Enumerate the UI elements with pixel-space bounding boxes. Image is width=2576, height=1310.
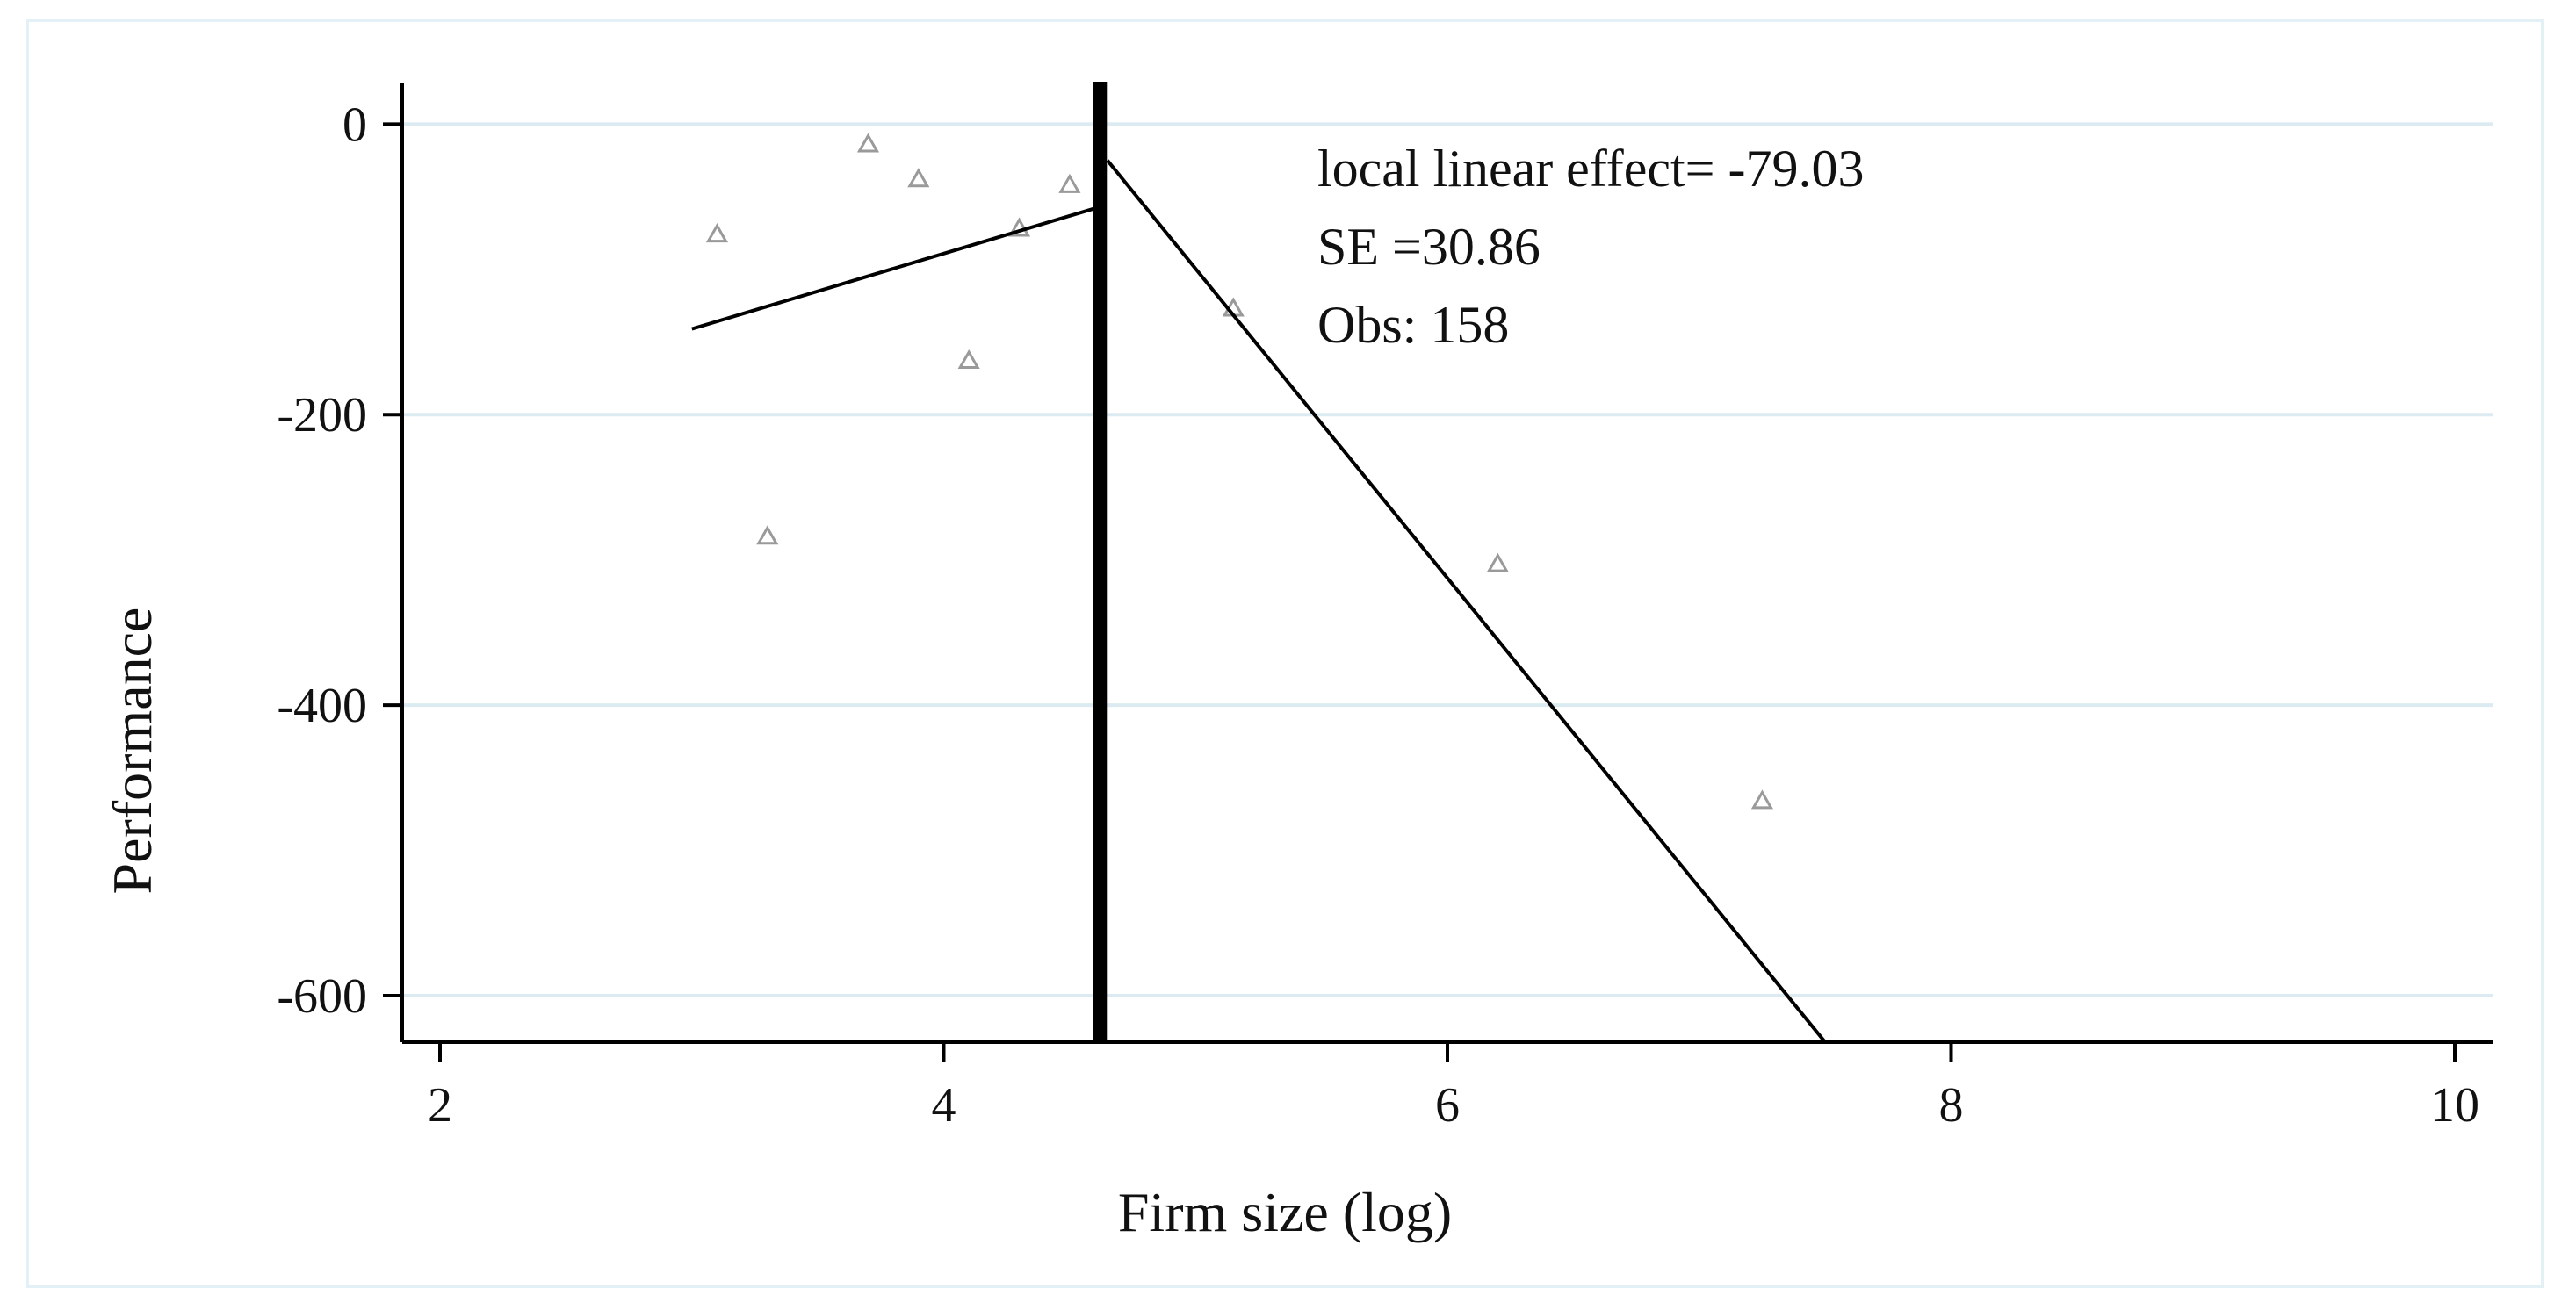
x-tick-label: 4 [932, 1078, 956, 1133]
y-tick-label: -400 [277, 679, 367, 733]
scatter-point [957, 349, 980, 370]
scatter-point [1486, 552, 1509, 572]
y-axis-title: Performance [101, 608, 163, 895]
fit-lines [691, 159, 1827, 1044]
y-tick-label: 0 [343, 97, 367, 152]
fit-line [1106, 159, 1827, 1044]
scatter-point [856, 133, 880, 153]
y-tick-label: -200 [277, 388, 367, 443]
x-tick-label: 8 [1938, 1078, 1963, 1133]
annotation-text: local linear effect= -79.03 [1317, 140, 1864, 198]
tick-labels: 0 -200 -400 -600 2 4 6 8 10 [277, 97, 2479, 1133]
annotation-text: Obs: 158 [1317, 296, 1509, 354]
annotation-text: SE =30.86 [1317, 218, 1541, 276]
scatter-point [1750, 789, 1774, 810]
x-tick-label: 2 [428, 1078, 452, 1133]
scatter-point [1058, 173, 1081, 193]
scatter-point [1007, 217, 1031, 237]
grid-lines [402, 122, 2493, 998]
scatter-point [907, 168, 930, 188]
x-tick-label: 10 [2430, 1078, 2479, 1133]
x-tick-label: 6 [1435, 1078, 1460, 1133]
scatter-point [756, 525, 779, 545]
annotations: local linear effect= -79.03 SE =30.86 Obs:… [1317, 140, 1864, 354]
fit-line [691, 206, 1096, 331]
scatter-point [705, 223, 729, 243]
x-axis-title: Firm size (log) [1118, 1181, 1452, 1243]
y-tick-label: -600 [277, 969, 367, 1024]
chart-frame [26, 19, 2544, 1288]
